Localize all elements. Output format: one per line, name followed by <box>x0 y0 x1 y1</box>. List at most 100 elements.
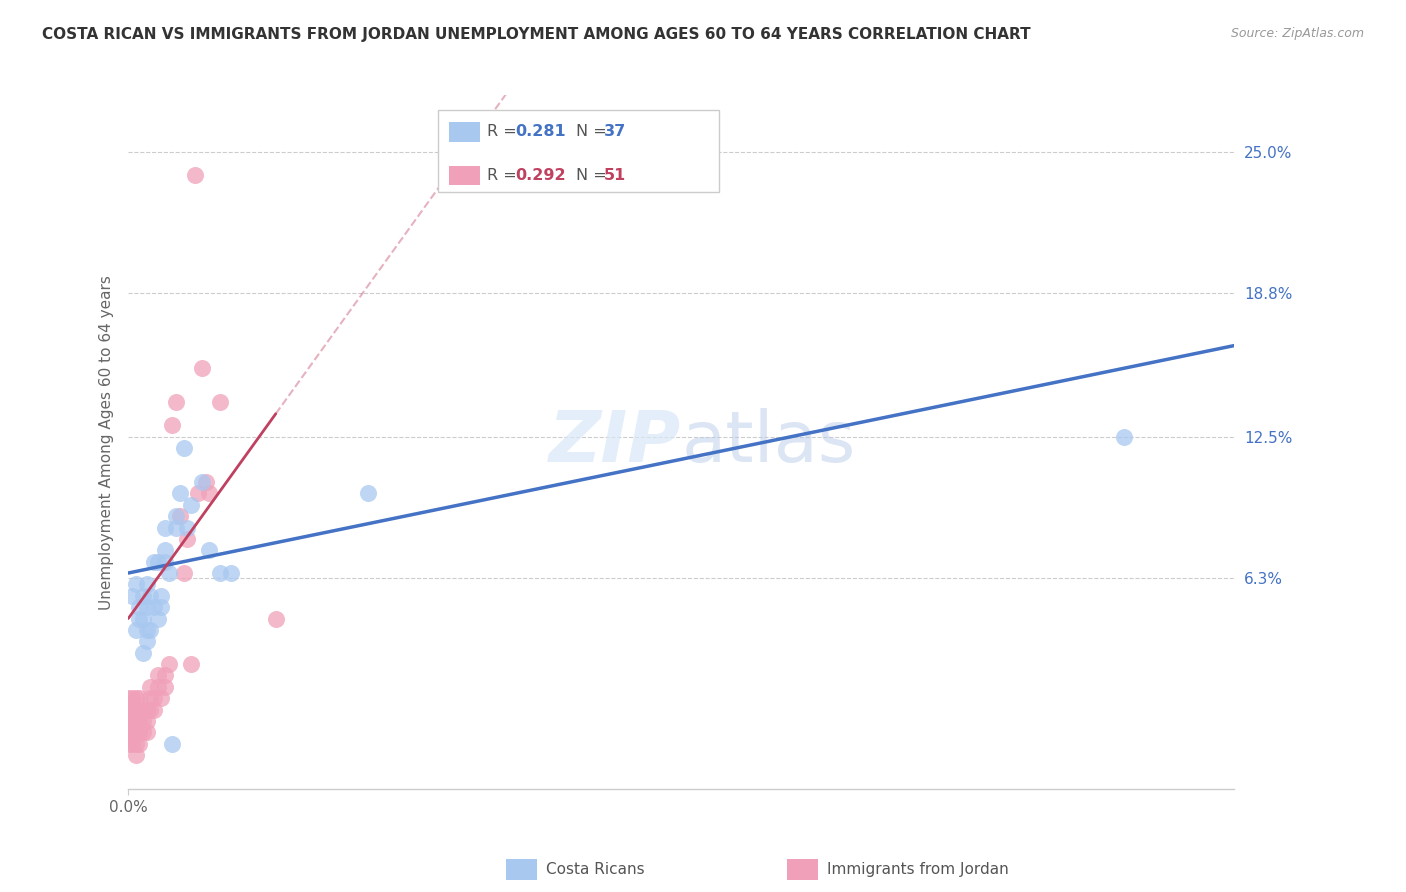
Point <box>146 680 169 694</box>
Point <box>153 555 176 569</box>
Point <box>173 441 195 455</box>
Point <box>117 714 139 728</box>
Point <box>121 702 143 716</box>
Text: N =: N = <box>576 124 612 139</box>
Point <box>139 589 162 603</box>
Point <box>128 702 150 716</box>
Point <box>135 725 157 739</box>
Point <box>124 737 146 751</box>
Point <box>124 747 146 762</box>
Text: COSTA RICAN VS IMMIGRANTS FROM JORDAN UNEMPLOYMENT AMONG AGES 60 TO 64 YEARS COR: COSTA RICAN VS IMMIGRANTS FROM JORDAN UN… <box>42 27 1031 42</box>
Point <box>132 714 155 728</box>
Point <box>121 725 143 739</box>
Y-axis label: Unemployment Among Ages 60 to 64 years: Unemployment Among Ages 60 to 64 years <box>100 275 114 609</box>
Point <box>146 668 169 682</box>
Point <box>143 702 166 716</box>
Point <box>165 509 187 524</box>
Point <box>135 623 157 637</box>
Point <box>165 520 187 534</box>
Text: Costa Ricans: Costa Ricans <box>546 863 644 877</box>
Text: 51: 51 <box>605 168 626 183</box>
Point <box>157 566 180 580</box>
Point <box>135 702 157 716</box>
Point <box>117 725 139 739</box>
Point <box>209 566 232 580</box>
Point <box>124 714 146 728</box>
Point <box>150 600 173 615</box>
Point <box>176 520 198 534</box>
Point <box>169 509 191 524</box>
Point <box>132 589 155 603</box>
Point <box>209 395 232 409</box>
Point <box>191 361 214 376</box>
Point <box>124 702 146 716</box>
Point <box>132 725 155 739</box>
Text: Immigrants from Jordan: Immigrants from Jordan <box>827 863 1008 877</box>
Point <box>198 543 221 558</box>
Point <box>153 668 176 682</box>
Point <box>121 589 143 603</box>
Point <box>153 680 176 694</box>
Point <box>180 498 202 512</box>
Point <box>264 611 287 625</box>
Point <box>117 702 139 716</box>
Point <box>128 714 150 728</box>
Point <box>143 691 166 706</box>
Point <box>198 486 221 500</box>
Point <box>132 702 155 716</box>
Point <box>153 543 176 558</box>
Point <box>135 634 157 648</box>
Point <box>143 555 166 569</box>
Point <box>173 566 195 580</box>
Point <box>150 589 173 603</box>
Point <box>157 657 180 671</box>
Point <box>183 168 205 182</box>
Point <box>128 611 150 625</box>
Point <box>162 737 184 751</box>
Text: N =: N = <box>576 168 612 183</box>
Point <box>191 475 214 489</box>
Point <box>128 725 150 739</box>
Point <box>139 623 162 637</box>
Point <box>1112 429 1135 443</box>
Point <box>180 657 202 671</box>
Point <box>124 577 146 591</box>
Text: 0.281: 0.281 <box>516 124 567 139</box>
Text: R =: R = <box>488 168 522 183</box>
Point <box>139 702 162 716</box>
Point <box>187 486 209 500</box>
Point <box>139 680 162 694</box>
Point <box>121 691 143 706</box>
Text: 0.292: 0.292 <box>516 168 567 183</box>
Point <box>139 691 162 706</box>
Point <box>153 520 176 534</box>
Point <box>162 418 184 433</box>
Point <box>121 714 143 728</box>
Point <box>117 691 139 706</box>
Point <box>146 611 169 625</box>
Point <box>194 475 217 489</box>
Point <box>124 623 146 637</box>
Point <box>128 691 150 706</box>
Point <box>135 577 157 591</box>
Text: Source: ZipAtlas.com: Source: ZipAtlas.com <box>1230 27 1364 40</box>
Point <box>128 600 150 615</box>
Point <box>176 532 198 546</box>
Point <box>357 486 380 500</box>
Text: ZIP: ZIP <box>550 408 682 476</box>
Point <box>150 691 173 706</box>
Point <box>165 395 187 409</box>
Point <box>117 737 139 751</box>
Point <box>169 486 191 500</box>
Point <box>128 737 150 751</box>
Point <box>124 691 146 706</box>
Text: R =: R = <box>488 124 522 139</box>
Point <box>132 611 155 625</box>
Point <box>146 555 169 569</box>
Point <box>124 725 146 739</box>
Point <box>143 600 166 615</box>
Point <box>132 646 155 660</box>
Point <box>221 566 243 580</box>
Text: 37: 37 <box>605 124 626 139</box>
Point <box>135 714 157 728</box>
